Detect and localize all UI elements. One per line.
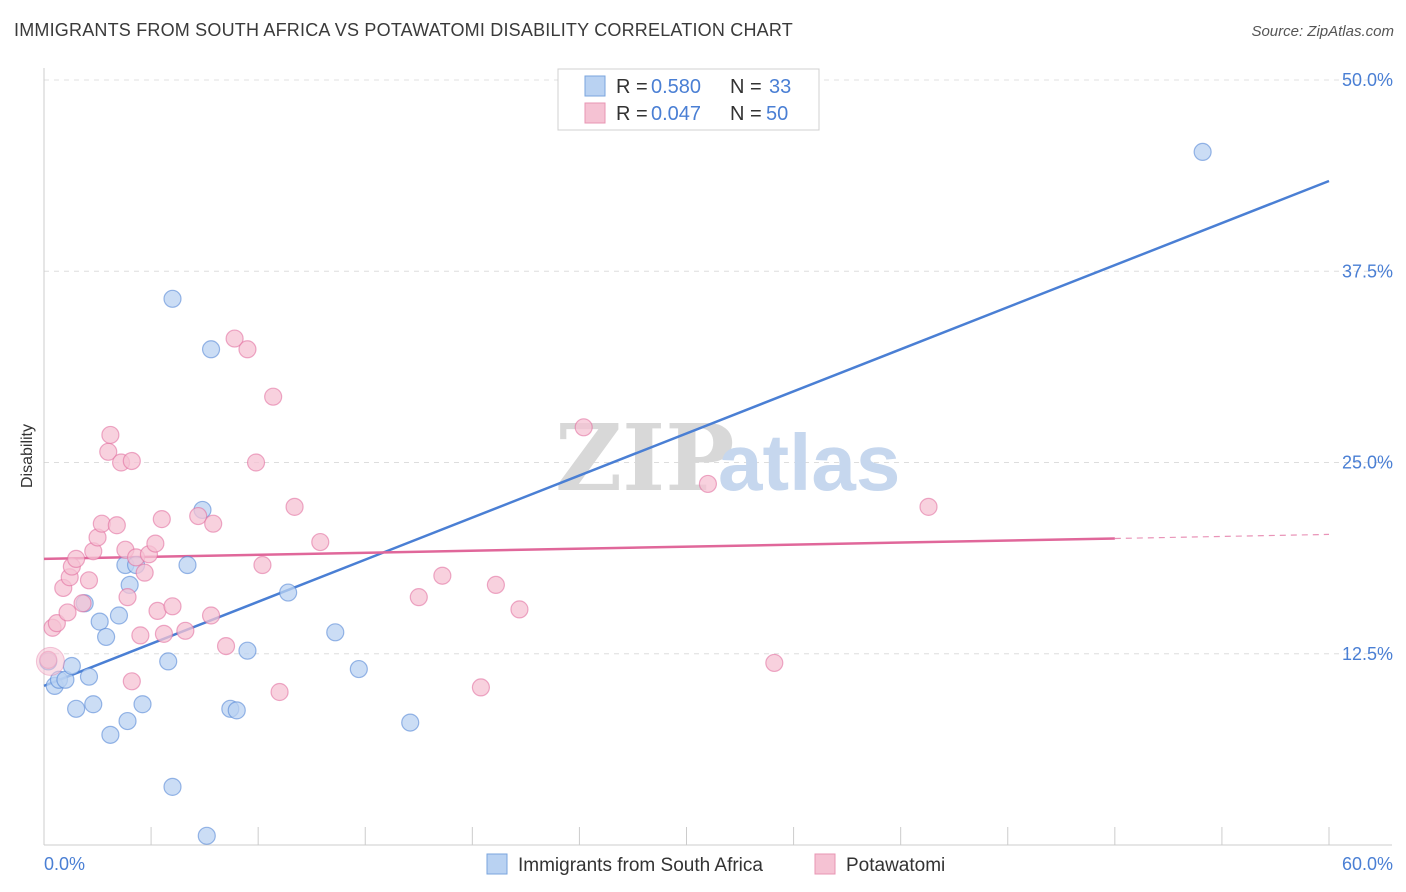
- point-south-africa-19: [163, 777, 182, 796]
- point-south-africa-21: [178, 555, 197, 575]
- point-potawatomi-35: [238, 340, 257, 359]
- point-south-africa-8: [84, 695, 103, 714]
- point-potawatomi-29: [176, 621, 195, 640]
- point-potawatomi-24: [146, 534, 165, 553]
- point-potawatomi-31: [201, 606, 221, 625]
- trend-line-extension-potawatomi: [1114, 533, 1330, 540]
- point-potawatomi-2: [47, 614, 66, 633]
- point-south-africa-20: [163, 289, 182, 308]
- point-potawatomi-cluster: [35, 646, 65, 676]
- point-potawatomi-28: [163, 597, 182, 616]
- point-potawatomi-43: [433, 566, 452, 585]
- point-south-africa-23: [197, 826, 216, 845]
- point-south-africa-26: [227, 701, 246, 720]
- point-potawatomi-46: [510, 600, 529, 619]
- legend-r-label-2: R =: [616, 103, 648, 125]
- legend-n-value-potawatomi: 50: [766, 103, 788, 125]
- point-south-africa-32: [1193, 142, 1212, 162]
- y-tick-label-1: 25.0%: [1342, 453, 1393, 473]
- chart-source: Source: ZipAtlas.com: [1251, 23, 1394, 40]
- bottom-legend-label-potawatomi: Potawatomi: [846, 855, 945, 876]
- point-potawatomi-4: [58, 603, 77, 622]
- point-potawatomi-14: [101, 425, 120, 445]
- point-potawatomi-49: [919, 497, 938, 516]
- point-potawatomi-12: [92, 514, 111, 533]
- tick-labels: 12.5% 25.0% 37.5% 50.0% 0.0% 60.0%: [44, 70, 1393, 874]
- point-south-africa-28: [279, 583, 298, 602]
- point-potawatomi-45: [486, 575, 505, 595]
- point-south-africa-30: [349, 659, 368, 679]
- point-potawatomi-51: [122, 672, 141, 691]
- point-south-africa-29: [326, 623, 345, 642]
- point-south-africa-18: [159, 652, 178, 671]
- x-tick-label-0: 0.0%: [44, 854, 85, 874]
- point-potawatomi-42: [409, 588, 428, 607]
- bottom-legend-swatch-south-africa: [486, 853, 508, 875]
- point-south-africa-12: [109, 606, 129, 625]
- y-tick-label-2: 37.5%: [1342, 261, 1393, 281]
- point-potawatomi-47: [574, 418, 593, 437]
- point-south-africa-9: [90, 612, 109, 631]
- point-south-africa-4: [62, 656, 81, 676]
- point-potawatomi-33: [216, 636, 236, 656]
- point-potawatomi-36: [246, 453, 266, 472]
- point-potawatomi-18: [118, 588, 137, 607]
- point-south-africa-10: [97, 627, 116, 647]
- x-tick-label-1: 60.0%: [1342, 854, 1393, 874]
- legend-n-label-2: N =: [730, 103, 762, 125]
- point-potawatomi-21: [131, 626, 150, 645]
- point-potawatomi-19: [122, 451, 141, 471]
- point-south-africa-31: [401, 713, 420, 732]
- point-potawatomi-26: [152, 510, 171, 529]
- point-potawatomi-44: [471, 678, 490, 697]
- point-potawatomi-9: [79, 571, 99, 590]
- gridlines: [44, 79, 1392, 655]
- legend-r-label-1: R =: [616, 76, 648, 98]
- point-potawatomi-15: [107, 516, 126, 535]
- trend-lines: [43, 179, 1330, 688]
- legend-r-value-potawatomi: 0.047: [651, 103, 701, 125]
- watermark: ZIP atlas: [555, 404, 900, 512]
- point-potawatomi-30: [189, 506, 208, 526]
- data-points: [35, 142, 1212, 845]
- point-potawatomi-8: [73, 594, 92, 613]
- chart-title: IMMIGRANTS FROM SOUTH AFRICA VS POTAWATO…: [14, 20, 793, 40]
- point-south-africa-14: [118, 711, 137, 731]
- point-potawatomi-7: [67, 549, 86, 568]
- watermark-atlas: atlas: [718, 418, 900, 507]
- legend-swatch-potawatomi: [584, 102, 606, 124]
- y-tick-label-3: 50.0%: [1342, 70, 1393, 90]
- point-south-africa-24: [201, 340, 221, 359]
- axes: [43, 68, 1392, 846]
- bottom-legend-swatch-potawatomi: [814, 853, 836, 875]
- y-tick-label-0: 12.5%: [1342, 644, 1393, 664]
- point-potawatomi-40: [285, 497, 304, 516]
- point-south-africa-17: [133, 695, 152, 714]
- point-potawatomi-41: [311, 532, 330, 552]
- point-potawatomi-50: [765, 653, 784, 673]
- point-potawatomi-39: [270, 682, 289, 702]
- point-potawatomi-38: [264, 387, 283, 406]
- point-potawatomi-25: [148, 601, 167, 621]
- point-potawatomi-48: [698, 474, 718, 494]
- point-south-africa-5: [67, 699, 86, 718]
- point-south-africa-11: [101, 725, 120, 744]
- legend-n-label-1: N =: [730, 76, 762, 98]
- point-potawatomi-37: [253, 555, 272, 575]
- point-potawatomi-27: [154, 624, 174, 643]
- bottom-legend-label-south-africa: Immigrants from South Africa: [518, 855, 763, 876]
- trend-line-south-africa: [43, 179, 1330, 688]
- point-potawatomi-32: [204, 514, 223, 533]
- stats-legend: R = 0.580 N = 33 R = 0.047 N = 50: [557, 68, 820, 131]
- trend-line-potawatomi: [43, 537, 1115, 561]
- legend-swatch-south-africa: [584, 75, 606, 97]
- point-potawatomi-22: [135, 563, 154, 582]
- point-potawatomi-34: [225, 329, 244, 348]
- legend-n-value-south-africa: 33: [769, 76, 791, 98]
- point-south-africa-27: [238, 641, 257, 660]
- series-legend: Immigrants from South Africa Potawatomi: [486, 853, 945, 876]
- point-south-africa-7: [79, 667, 99, 686]
- legend-r-value-south-africa: 0.580: [651, 76, 701, 98]
